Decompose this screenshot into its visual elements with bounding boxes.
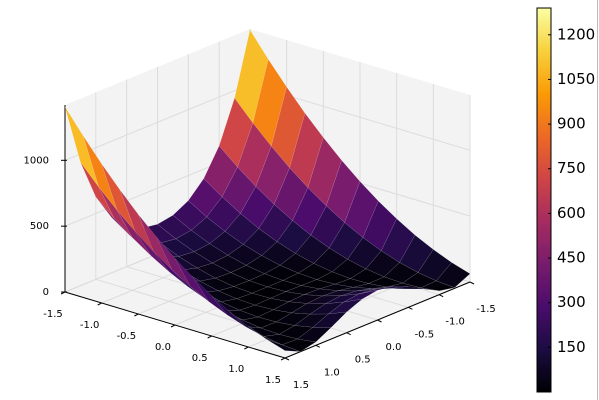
grid-line	[64, 83, 251, 161]
y-tick-label: -1.0	[80, 320, 100, 331]
colorbar-tick-label: 1050	[557, 70, 595, 88]
z-tick-label: 0	[43, 287, 49, 298]
z-tick-label: 1000	[24, 155, 49, 166]
x-tick	[315, 344, 321, 348]
x-tick-label: -1.0	[445, 317, 465, 328]
z-tick-label: 500	[30, 221, 49, 232]
y-tick	[280, 357, 286, 361]
y-tick	[97, 302, 102, 306]
x-tick-label: 0.0	[386, 342, 402, 353]
y-tick	[207, 335, 212, 339]
x-tick-label: -0.5	[415, 329, 435, 340]
colorbar-tick-label: 300	[557, 293, 586, 311]
y-tick-label: 1.0	[228, 364, 244, 375]
x-tick-label: -1.5	[476, 304, 496, 315]
colorbar-tick-label: 750	[557, 159, 586, 177]
x-tick	[408, 306, 413, 310]
y-tick-label: 0.0	[155, 342, 171, 353]
colorbar-tick-label: 900	[557, 115, 586, 133]
x-tick-label: 1.0	[324, 367, 340, 378]
y-tick-label: 0.5	[192, 353, 208, 364]
surface	[64, 29, 471, 352]
y-tick-label: -0.5	[117, 331, 137, 342]
colorbar-tick-label: 150	[557, 338, 586, 356]
colorbar-tick-label: 600	[557, 204, 586, 222]
x-tick	[438, 294, 444, 298]
y-tick	[170, 324, 176, 328]
y-tick-label: -1.5	[43, 309, 63, 320]
x-tick-label: 1.5	[293, 380, 309, 391]
x-tick	[284, 357, 290, 361]
x-tick	[469, 281, 475, 285]
colorbar-tick-label: 1200	[557, 25, 595, 43]
x-tick	[346, 332, 351, 336]
x-tick-label: 0.5	[355, 355, 371, 366]
y-tick	[134, 313, 139, 317]
y-tick-label: 1.5	[265, 375, 281, 386]
x-tick	[377, 319, 382, 323]
colorbar-tick-label: 450	[557, 249, 586, 267]
colorbar	[536, 7, 552, 393]
surface-cell	[266, 339, 301, 352]
y-tick	[244, 346, 249, 350]
